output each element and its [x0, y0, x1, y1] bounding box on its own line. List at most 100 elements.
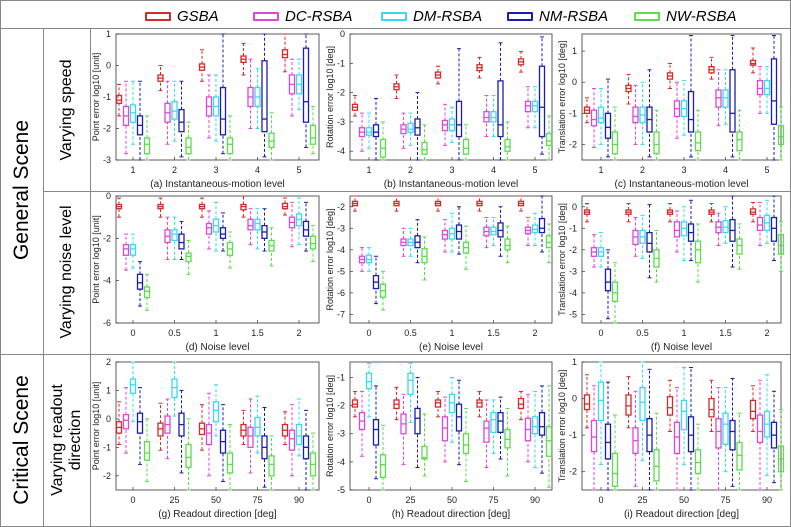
iqr-box — [708, 397, 715, 418]
box-nw-rsba — [309, 432, 317, 491]
box-nm-rsba — [646, 204, 653, 279]
y-tick-label: -5 — [337, 266, 345, 276]
x-tick-label: 4 — [491, 165, 496, 175]
x-tick-label: 2 — [764, 328, 769, 338]
box-nm-rsba — [219, 212, 227, 252]
box-gsba — [351, 391, 359, 418]
y-axis-label: Translation error log10 [deg] — [557, 203, 567, 316]
box-nm-rsba — [604, 78, 612, 158]
box-nw-rsba — [545, 385, 553, 488]
panel-b: -4 -3 -2 -1 0 1 2 3 4 5 (b) Instantaneous-motion l… — [325, 29, 553, 190]
y-tick-label: 1 — [106, 29, 111, 39]
y-tick-label: -2 — [569, 245, 577, 255]
box-gsba — [393, 74, 400, 99]
box-dc-rsba — [205, 74, 213, 139]
box-nm-rsba — [219, 33, 227, 155]
iqr-box — [219, 86, 227, 136]
box-dm-rsba — [171, 361, 178, 417]
box-gsba — [625, 73, 632, 105]
box-nm-rsba — [538, 385, 546, 474]
box-gsba — [198, 404, 206, 451]
iqr-box — [497, 80, 504, 138]
y-tick-label: 1 — [572, 357, 577, 367]
iqr-box — [749, 59, 757, 66]
legend-swatch — [381, 11, 407, 21]
iqr-box — [531, 100, 539, 113]
box-nm-rsba — [302, 201, 310, 252]
y-tick-label: -6 — [337, 288, 345, 298]
box-dc-rsba — [122, 80, 130, 155]
box-gsba — [583, 203, 591, 223]
iqr-box — [756, 80, 764, 96]
iqr-box — [611, 281, 619, 303]
y-tick-label: -3 — [569, 266, 577, 276]
iqr-box — [247, 218, 254, 231]
panel-f: -5 -4 -3 -2 -1 0 0 0.5 1 1.5 2 (f) Noise level Trans… — [557, 195, 785, 353]
box-nm-rsba — [646, 69, 653, 158]
box-dm-rsba — [639, 361, 646, 462]
iqr-box — [129, 244, 137, 256]
iqr-box — [171, 101, 178, 120]
box-dc-rsba — [288, 201, 296, 248]
box-dm-rsba — [407, 112, 414, 146]
x-tick-label: 1 — [681, 328, 686, 338]
box-dm-rsba — [722, 206, 729, 244]
legend-label: GSBA — [177, 7, 219, 25]
box-dc-rsba — [756, 66, 764, 114]
iqr-box — [504, 238, 511, 251]
iqr-box — [729, 69, 736, 133]
iqr-box — [756, 216, 764, 232]
box-nm-rsba — [604, 381, 612, 491]
box-nw-rsba — [736, 109, 743, 161]
iqr-box — [171, 378, 178, 399]
x-tick-label: 1 — [130, 165, 135, 175]
iqr-box — [254, 218, 261, 231]
box-dm-rsba — [490, 95, 497, 138]
iqr-box — [736, 238, 743, 255]
box-dc-rsba — [756, 379, 764, 491]
box-dm-rsba — [531, 391, 539, 468]
x-tick-label: 1 — [366, 165, 371, 175]
axes-frame — [349, 361, 553, 491]
legend-swatch — [634, 11, 660, 21]
x-axis-label: (c) Instantaneous-motion level — [615, 179, 749, 190]
box-dc-rsba — [673, 387, 681, 491]
x-axis-label: (i) Readout direction [deg] — [624, 509, 739, 520]
box-nm-rsba — [219, 404, 227, 482]
box-nm-rsba — [136, 387, 144, 465]
y-tick-label: -4 — [337, 245, 345, 255]
box-dc-rsba — [632, 217, 639, 257]
scene-divider — [0, 354, 791, 355]
y-axis-label: Translation error log10 [deg] — [557, 41, 567, 154]
iqr-box — [590, 109, 598, 127]
iqr-box — [694, 131, 702, 152]
box-gsba — [281, 411, 289, 445]
box-dc-rsba — [715, 387, 722, 491]
x-tick-label: 25 — [637, 495, 647, 505]
x-tick-label: 0.5 — [636, 328, 649, 338]
iqr-box — [497, 411, 504, 433]
iqr-box — [639, 386, 646, 422]
box-nw-rsba — [736, 412, 743, 491]
y-axis-label: Rotation error log10 [deg] — [325, 46, 335, 148]
box-gsba — [666, 63, 674, 89]
x-tick-label: 2 — [408, 165, 413, 175]
box-nw-rsba — [694, 423, 702, 491]
y-tick-label: -1 — [103, 92, 111, 102]
box-nw-rsba — [185, 121, 192, 161]
box-dm-rsba — [171, 216, 178, 260]
y-tick-label: 0 — [572, 202, 577, 212]
iqr-box — [281, 49, 289, 59]
iqr-box — [490, 111, 497, 123]
box-dm-rsba — [407, 362, 414, 423]
box-nm-rsba — [770, 35, 778, 161]
x-tick-label: 1.5 — [487, 328, 500, 338]
y-axis-label: Rotation error log10 [deg] — [325, 375, 335, 477]
box-nm-rsba — [729, 35, 736, 158]
box-gsba — [625, 203, 632, 223]
box-dm-rsba — [365, 247, 373, 272]
box-gsba — [351, 95, 359, 117]
box-nw-rsba — [379, 424, 387, 491]
x-tick-label: 1.5 — [251, 328, 264, 338]
